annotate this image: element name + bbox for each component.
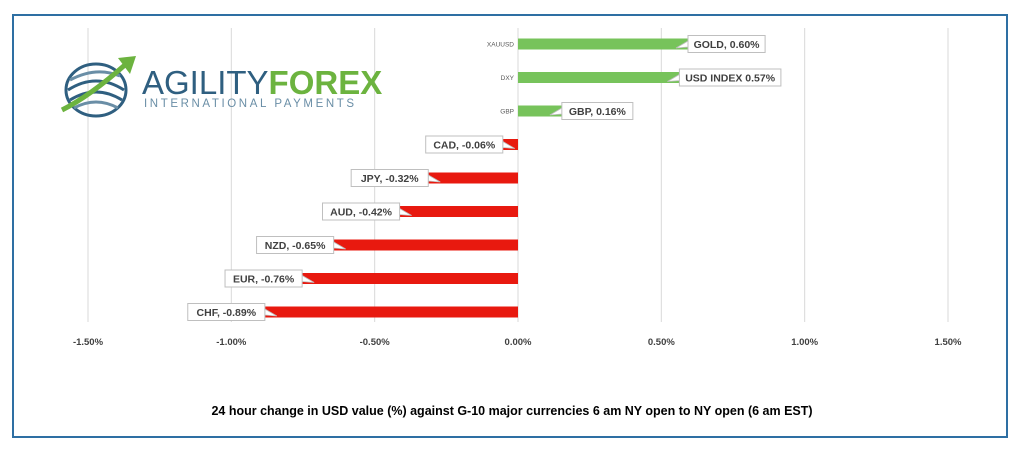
x-tick-label: 0.50% <box>648 337 675 348</box>
bar <box>262 306 518 318</box>
x-tick-label: 1.00% <box>791 337 818 348</box>
globe-arrow-icon <box>60 56 136 118</box>
data-label: GOLD, 0.60% <box>694 39 761 51</box>
category-label: XAUUSD <box>487 42 514 49</box>
data-label-box <box>678 68 782 87</box>
x-tick-label: -1.00% <box>216 337 247 348</box>
data-label: CHF, -0.89% <box>197 307 257 319</box>
bar <box>426 172 518 184</box>
bar <box>500 139 518 150</box>
category-label: DXY <box>501 75 515 82</box>
data-label-box <box>687 35 766 53</box>
bar <box>300 273 518 284</box>
data-label-box <box>350 169 429 187</box>
category-label: GBP <box>500 109 514 116</box>
data-label-box <box>187 303 266 321</box>
logo-tagline: INTERNATIONAL PAYMENTS <box>144 98 357 110</box>
bar <box>518 105 564 117</box>
x-tick-label: 0.00% <box>505 337 532 348</box>
logo-word-forex: FOREX <box>268 64 383 101</box>
data-label: USD INDEX 0.57% <box>685 73 776 85</box>
data-label: GBP, 0.16% <box>569 106 627 118</box>
x-tick-label: -0.50% <box>360 337 391 348</box>
data-label-box <box>224 269 303 288</box>
data-label-box <box>561 102 634 120</box>
chart-frame <box>12 14 1008 438</box>
bar <box>331 239 518 251</box>
bar <box>518 38 690 50</box>
data-label: AUD, -0.42% <box>330 207 393 219</box>
x-tick-label: 1.50% <box>935 337 962 348</box>
bar <box>518 72 682 83</box>
data-label-box <box>425 135 504 154</box>
x-tick-label: -1.50% <box>73 337 104 348</box>
data-label-box <box>322 202 401 221</box>
data-label: EUR, -0.76% <box>233 274 295 286</box>
bar <box>397 206 518 217</box>
agility-forex-logo: AGILITYFOREX INTERNATIONAL PAYMENTS <box>60 50 382 120</box>
logo-wordmark: AGILITYFOREX <box>142 66 382 99</box>
data-label: NZD, -0.65% <box>265 240 326 252</box>
chart-caption: 24 hour change in USD value (%) against … <box>211 404 813 418</box>
data-label: JPY, -0.32% <box>361 173 419 185</box>
data-label-box <box>256 236 335 254</box>
logo-word-agility: AGILITY <box>142 64 269 101</box>
data-label: CAD, -0.06% <box>433 140 496 152</box>
